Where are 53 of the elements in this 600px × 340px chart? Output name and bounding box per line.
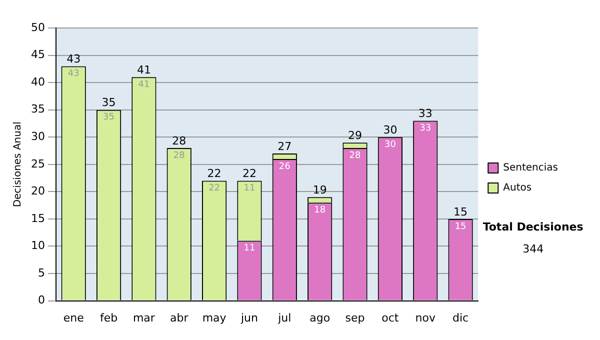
y-axis-title: Decisiones Anual bbox=[12, 122, 24, 208]
data-label: 11 bbox=[244, 244, 256, 254]
legend-label: Autos bbox=[503, 182, 532, 194]
data-label: 33 bbox=[420, 124, 432, 134]
data-label: 18 bbox=[314, 205, 326, 216]
y-tick-label: 50 bbox=[30, 20, 45, 34]
x-tick-label: oct bbox=[382, 311, 400, 324]
total-label: 35 bbox=[102, 96, 116, 110]
y-tick-label: 30 bbox=[30, 130, 45, 143]
x-tick-label: mar bbox=[132, 311, 156, 324]
text: 344 bbox=[522, 242, 544, 256]
total-label: 15 bbox=[454, 205, 468, 218]
x-tick-label: feb bbox=[100, 311, 118, 324]
y-tick-label: 10 bbox=[30, 239, 45, 252]
total-label: 33 bbox=[418, 107, 432, 120]
total-label: 28 bbox=[172, 134, 186, 148]
total-label: 29 bbox=[348, 128, 362, 142]
x-tick-label: nov bbox=[415, 311, 436, 324]
text: Total Decisiones bbox=[482, 220, 584, 234]
y-tick-label: 25 bbox=[30, 157, 45, 170]
y-tick-label: 20 bbox=[30, 184, 45, 198]
data-label: 11 bbox=[244, 184, 256, 194]
y-tick-label: 40 bbox=[30, 75, 45, 88]
x-tick-label: jun bbox=[240, 311, 258, 324]
legend-label: Sentencias bbox=[503, 162, 558, 174]
data-label: 22 bbox=[208, 184, 220, 194]
total-label: 22 bbox=[207, 167, 222, 180]
y-tick-label: 5 bbox=[38, 266, 45, 280]
total-label: 27 bbox=[278, 140, 292, 153]
data-label: 30 bbox=[384, 140, 396, 150]
total-label: 30 bbox=[383, 123, 398, 136]
data-label: 28 bbox=[349, 150, 362, 161]
x-tick-label: ago bbox=[310, 311, 330, 324]
x-tick-label: dic bbox=[452, 311, 469, 324]
data-label: 41 bbox=[138, 80, 150, 90]
x-tick-label: sep bbox=[345, 311, 365, 324]
total-label: 43 bbox=[66, 52, 81, 66]
data-label: 15 bbox=[454, 222, 466, 232]
x-tick-label: ene bbox=[63, 311, 84, 324]
y-tick-label: 45 bbox=[30, 48, 45, 62]
total-label: 22 bbox=[242, 167, 256, 180]
y-tick-label: 0 bbox=[38, 294, 45, 307]
x-tick-label: jul bbox=[277, 311, 292, 324]
data-label: 43 bbox=[68, 69, 80, 80]
data-label: 28 bbox=[173, 150, 186, 161]
y-tick-label: 35 bbox=[30, 102, 45, 116]
total-label: 19 bbox=[312, 183, 327, 196]
total-label: 41 bbox=[136, 63, 151, 76]
x-tick-label: may bbox=[202, 311, 227, 324]
data-label: 35 bbox=[103, 112, 114, 123]
y-tick-label: 15 bbox=[30, 212, 45, 225]
x-tick-label: abr bbox=[170, 311, 189, 324]
data-label: 26 bbox=[278, 162, 291, 172]
